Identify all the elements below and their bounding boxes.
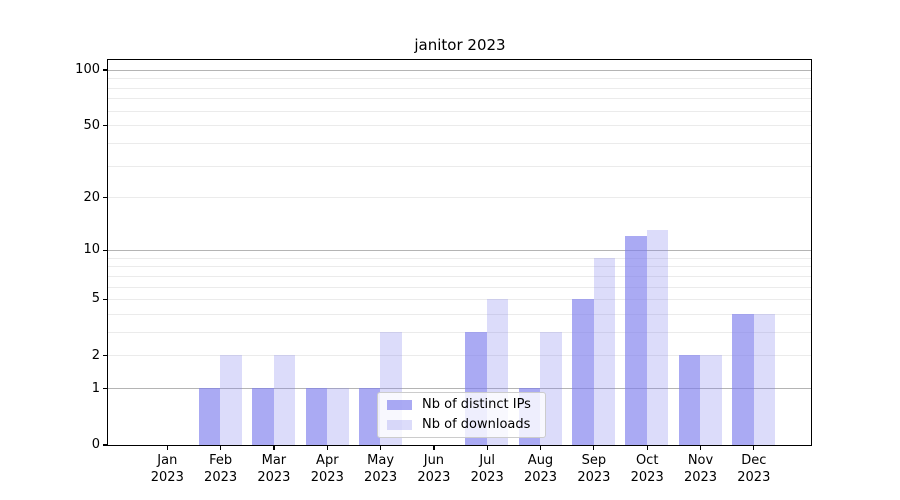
- gridline-minor-80: [107, 87, 811, 89]
- y-tick-20: [102, 197, 108, 199]
- gridline-minor-20: [107, 197, 811, 199]
- y-tick-50: [102, 124, 108, 127]
- gridline-major-10: [107, 249, 811, 251]
- y-tick-label-0: 0: [91, 437, 100, 452]
- bar-distinct-ips-dec-2023: [732, 313, 754, 445]
- y-tick-0: [102, 444, 108, 446]
- y-tick-2: [102, 355, 108, 357]
- gridline-minor-60: [107, 110, 811, 112]
- legend-label-downloads: Nb of downloads: [422, 417, 531, 432]
- plot-area: [106, 58, 813, 447]
- y-tick-label-10: 10: [83, 242, 100, 258]
- bar-downloads-nov-2023: [700, 355, 722, 445]
- x-tick-label-sep-2023: Sep 2023: [577, 453, 611, 485]
- x-tick-oct-2023: [646, 445, 648, 450]
- gridline-minor-4: [107, 313, 811, 315]
- legend-label-distinct-ips: Nb of distinct IPs: [422, 397, 531, 412]
- bar-distinct-ips-apr-2023: [305, 388, 328, 445]
- gridline-minor-7: [107, 275, 811, 277]
- bar-distinct-ips-oct-2023: [625, 236, 647, 445]
- bar-downloads-oct-2023: [646, 230, 669, 445]
- x-tick-label-apr-2023: Apr 2023: [310, 453, 344, 485]
- x-tick-label-jul-2023: Jul 2023: [470, 453, 504, 485]
- x-tick-label-dec-2023: Dec 2023: [737, 453, 771, 485]
- x-tick-apr-2023: [326, 445, 328, 450]
- x-tick-label-mar-2023: Mar 2023: [257, 453, 291, 485]
- gridline-minor-30: [107, 165, 811, 167]
- gridline-minor-8: [107, 266, 811, 268]
- bar-downloads-dec-2023: [753, 313, 776, 445]
- y-tick-label-5: 5: [91, 291, 100, 307]
- plot-inner: [107, 60, 811, 445]
- x-tick-dec-2023: [753, 445, 755, 450]
- y-tick-label-1: 1: [91, 380, 100, 396]
- y-tick-label-100: 100: [75, 62, 100, 77]
- chart-title: janitor 2023: [414, 36, 506, 54]
- bar-distinct-ips-may-2023: [358, 388, 381, 445]
- gridline-minor-50: [107, 125, 811, 127]
- gridline-minor-5: [107, 299, 811, 301]
- x-tick-label-oct-2023: Oct 2023: [630, 453, 664, 485]
- x-tick-feb-2023: [220, 445, 222, 450]
- x-tick-label-feb-2023: Feb 2023: [204, 453, 238, 485]
- y-tick-10: [102, 249, 108, 251]
- x-tick-jan-2023: [166, 445, 168, 450]
- gridline-minor-70: [107, 98, 811, 100]
- x-tick-may-2023: [379, 445, 382, 450]
- legend-swatch-downloads: [387, 420, 412, 430]
- y-tick-label-50: 50: [83, 117, 100, 133]
- gridline-major-100: [107, 69, 811, 71]
- legend-item-distinct-ips: Nb of distinct IPs: [387, 398, 536, 412]
- x-tick-jul-2023: [486, 445, 488, 450]
- x-tick-sep-2023: [593, 445, 595, 450]
- gridline-minor-90: [107, 78, 811, 80]
- y-tick-label-20: 20: [83, 189, 100, 205]
- y-tick-label-2: 2: [91, 347, 100, 363]
- gridline-minor-2: [107, 355, 811, 357]
- x-tick-mar-2023: [273, 445, 275, 450]
- bar-distinct-ips-mar-2023: [252, 388, 274, 445]
- gridline-minor-3: [107, 332, 811, 334]
- legend-item-downloads: Nb of downloads: [387, 418, 536, 432]
- x-tick-aug-2023: [539, 445, 542, 450]
- legend: Nb of distinct IPs Nb of downloads: [377, 392, 546, 438]
- x-tick-jun-2023: [433, 445, 435, 450]
- y-tick-5: [102, 298, 108, 301]
- y-tick-1: [102, 388, 108, 390]
- legend-swatch-distinct-ips: [387, 400, 412, 410]
- bar-downloads-mar-2023: [273, 355, 296, 445]
- y-tick-100: [102, 69, 108, 71]
- bar-downloads-feb-2023: [220, 355, 242, 445]
- bar-distinct-ips-feb-2023: [198, 388, 221, 445]
- gridline-minor-6: [107, 286, 811, 288]
- gridline-minor-40: [107, 143, 811, 145]
- bar-distinct-ips-sep-2023: [572, 299, 594, 445]
- gridline-major-1: [107, 388, 811, 390]
- bar-distinct-ips-nov-2023: [678, 355, 701, 445]
- x-tick-label-aug-2023: Aug 2023: [523, 453, 558, 485]
- x-tick-label-jun-2023: Jun 2023: [417, 453, 451, 485]
- gridline-minor-9: [107, 257, 811, 259]
- bar-downloads-apr-2023: [327, 388, 349, 445]
- x-tick-label-jan-2023: Jan 2023: [150, 453, 184, 485]
- bar-downloads-sep-2023: [593, 257, 616, 445]
- x-tick-nov-2023: [699, 445, 702, 450]
- x-tick-label-may-2023: May 2023: [364, 453, 398, 485]
- x-tick-label-nov-2023: Nov 2023: [683, 453, 718, 485]
